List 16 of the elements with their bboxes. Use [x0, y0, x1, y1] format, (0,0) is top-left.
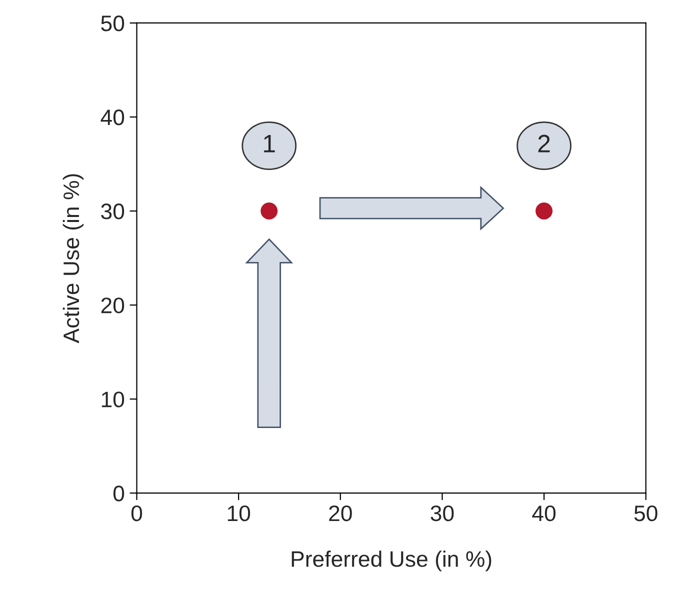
annotation: 1 — [264, 135, 275, 152]
x-tick-label: 10 — [228, 505, 250, 522]
x-tick-label: 20 — [329, 505, 352, 522]
y-tick-label: 40 — [100, 110, 124, 126]
x-tick-label: 0 — [131, 505, 142, 522]
y-tick-label: 20 — [101, 298, 124, 314]
y-tick-label: 30 — [101, 204, 124, 220]
annotation: 2 — [538, 134, 550, 152]
y-axis-title: Active Use (in %) — [62, 174, 84, 344]
x-tick-label: 40 — [532, 505, 556, 522]
x-tick-label: 30 — [430, 505, 454, 522]
y-tick-label: 0 — [113, 486, 124, 502]
x-tick-label: 50 — [634, 505, 658, 522]
x-axis-title: Preferred Use (in %) — [292, 550, 492, 572]
y-tick-label: 10 — [102, 392, 124, 408]
y-tick-label: 50 — [101, 16, 124, 32]
